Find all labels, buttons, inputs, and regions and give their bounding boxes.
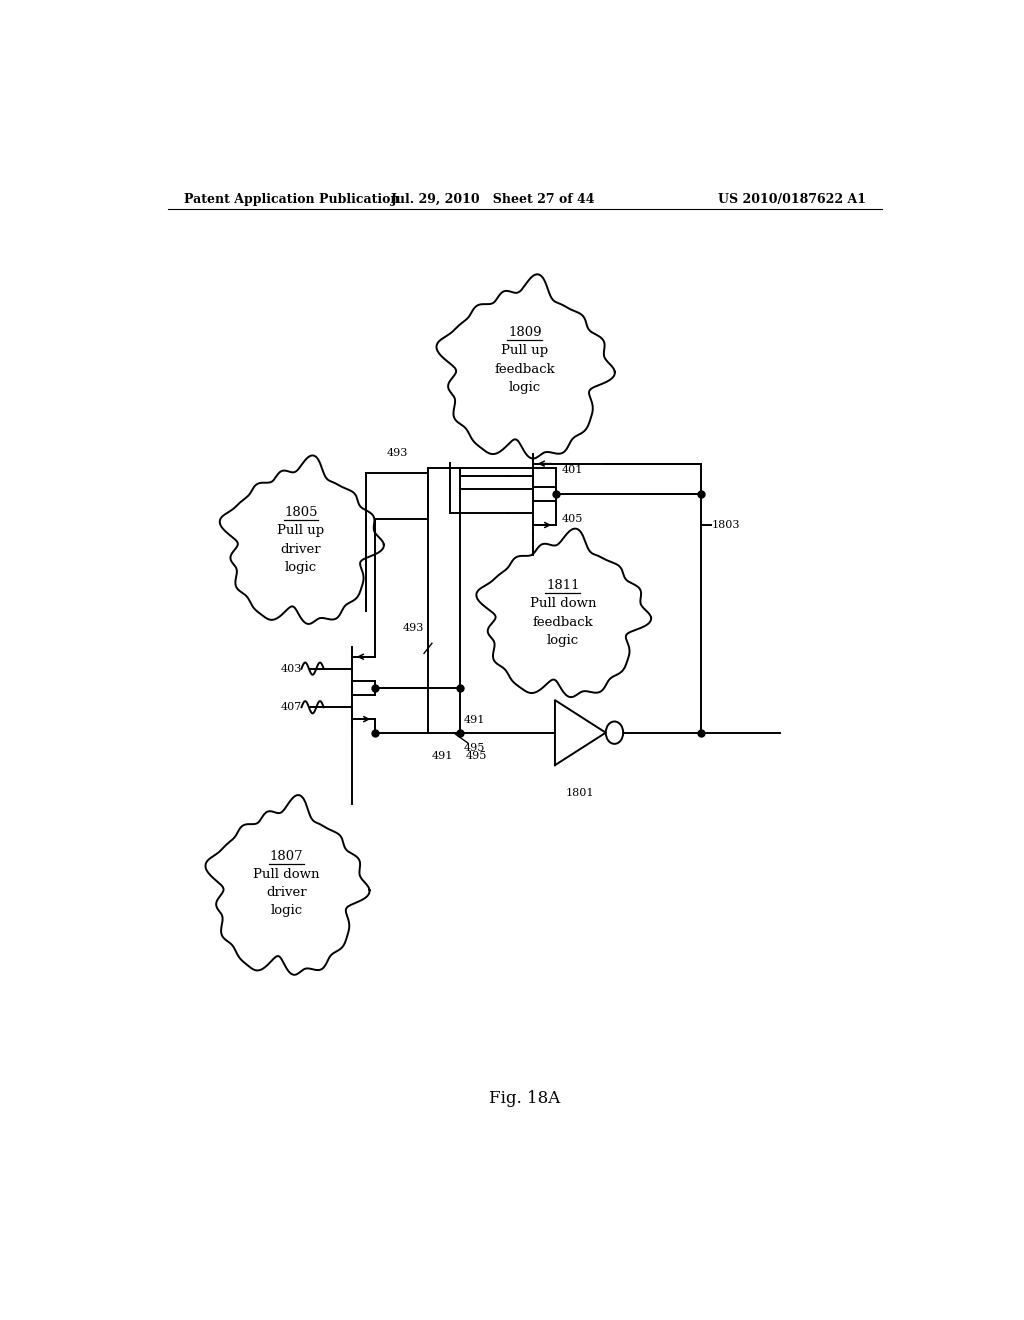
- Text: Jul. 29, 2010   Sheet 27 of 44: Jul. 29, 2010 Sheet 27 of 44: [391, 193, 595, 206]
- Text: Pull down: Pull down: [529, 598, 596, 610]
- Text: 403: 403: [281, 664, 302, 673]
- Text: logic: logic: [547, 634, 579, 647]
- Text: Pull up: Pull up: [278, 524, 325, 537]
- Text: 491: 491: [464, 714, 485, 725]
- Text: 491: 491: [432, 751, 454, 760]
- Text: 1801: 1801: [566, 788, 595, 799]
- Text: US 2010/0187622 A1: US 2010/0187622 A1: [718, 193, 866, 206]
- Text: 1809: 1809: [508, 326, 542, 339]
- Text: driver: driver: [266, 886, 307, 899]
- Text: 495: 495: [466, 751, 487, 760]
- Text: feedback: feedback: [532, 615, 593, 628]
- Text: 493: 493: [402, 623, 424, 634]
- Text: 405: 405: [561, 513, 583, 524]
- Text: Fig. 18A: Fig. 18A: [489, 1090, 560, 1107]
- Text: logic: logic: [509, 381, 541, 393]
- Text: 1807: 1807: [270, 850, 303, 862]
- Text: Pull down: Pull down: [254, 867, 319, 880]
- Text: 407: 407: [281, 702, 302, 713]
- Text: 1805: 1805: [285, 506, 317, 519]
- Text: feedback: feedback: [495, 363, 555, 376]
- Text: 1803: 1803: [712, 520, 740, 529]
- Text: 401: 401: [561, 465, 583, 475]
- Text: driver: driver: [281, 543, 322, 556]
- Text: 493: 493: [387, 449, 409, 458]
- Text: logic: logic: [285, 561, 317, 574]
- Text: Patent Application Publication: Patent Application Publication: [183, 193, 399, 206]
- Text: 495: 495: [464, 743, 485, 752]
- Text: 1811: 1811: [546, 579, 580, 593]
- Text: logic: logic: [270, 904, 303, 917]
- Text: Pull up: Pull up: [501, 345, 549, 358]
